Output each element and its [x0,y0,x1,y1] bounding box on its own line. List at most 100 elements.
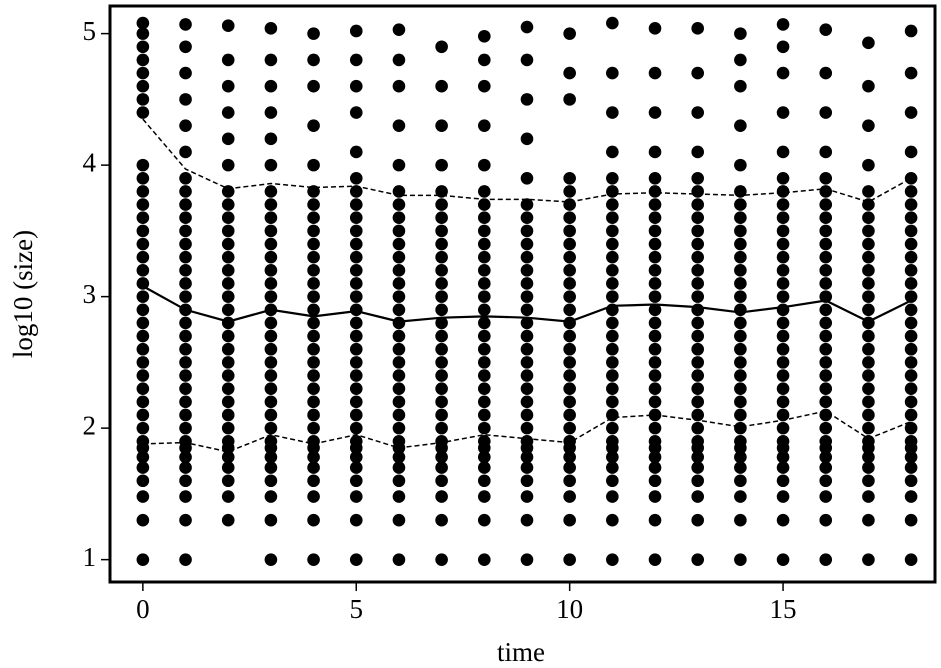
data-point [136,79,150,93]
data-point [520,53,534,67]
data-point [648,224,662,238]
data-point [349,303,363,317]
data-point [349,53,363,67]
data-point [349,250,363,264]
data-point [734,553,747,566]
data-point [776,211,790,225]
data-point [264,264,278,277]
data-point [776,145,790,159]
data-point [349,382,363,395]
data-point [776,408,790,422]
data-point [136,158,150,172]
data-point [392,53,406,67]
data-point [349,290,363,303]
data-point [349,171,363,185]
data-point [606,342,619,356]
data-point [691,303,705,317]
data-point [392,513,406,527]
data-point [136,93,150,106]
data-point [478,474,491,488]
data-point [307,434,320,448]
data-point [179,553,192,566]
data-point [392,434,406,448]
data-point [392,342,406,356]
data-point [819,250,833,264]
data-point [904,171,918,185]
data-point [648,264,662,277]
data-point [691,211,705,225]
data-point [819,171,833,185]
data-point [520,277,534,290]
data-point [648,513,662,527]
data-point [648,421,662,435]
data-point [349,145,363,159]
data-point [819,408,833,422]
data-point [349,461,363,474]
data-point [648,369,662,382]
data-point [520,250,534,264]
data-point [862,224,875,238]
data-point [264,356,278,369]
data-point [264,490,278,503]
data-point [819,329,833,343]
data-point [862,250,875,264]
data-point [734,450,747,464]
data-point [435,329,448,343]
data-point [435,290,448,303]
data-point [179,250,192,264]
data-point [221,106,235,119]
data-point [392,158,406,172]
data-point [349,408,363,422]
data-point [734,224,747,238]
data-point [691,316,705,330]
data-point [862,553,875,566]
data-point [563,553,576,566]
data-point [862,461,875,474]
data-point [862,264,875,277]
data-point [691,66,705,80]
data-point [648,395,662,409]
data-point [221,198,235,211]
data-point [862,303,875,317]
data-point [435,119,448,132]
data-point [392,119,406,132]
data-point [136,264,150,277]
data-point [904,237,918,251]
data-point [776,66,790,80]
data-point [136,40,150,54]
data-point [136,16,150,30]
data-point [307,356,320,369]
data-point [221,158,235,172]
data-point [904,329,918,343]
data-point [478,53,491,67]
data-point [136,329,150,343]
data-point [819,513,833,527]
data-point [734,303,747,317]
data-point [862,329,875,343]
y-tick-label: 4 [83,147,97,177]
data-point [904,474,918,488]
data-point [307,303,320,317]
data-point [819,66,833,80]
data-point [776,171,790,185]
data-point [904,198,918,211]
data-point [606,106,619,119]
data-point [179,342,192,356]
data-point [221,382,235,395]
data-point [520,316,534,330]
data-point [392,329,406,343]
data-point [179,119,192,132]
data-point [563,211,576,225]
data-point [862,119,875,132]
data-point [776,329,790,343]
data-point [520,303,534,317]
data-point [392,224,406,238]
data-point [478,224,491,238]
data-point [819,356,833,369]
data-point [221,290,235,303]
data-point [648,450,662,464]
data-point [435,158,448,172]
data-point [435,40,448,54]
x-tick-label: 5 [350,594,364,624]
data-point [563,224,576,238]
